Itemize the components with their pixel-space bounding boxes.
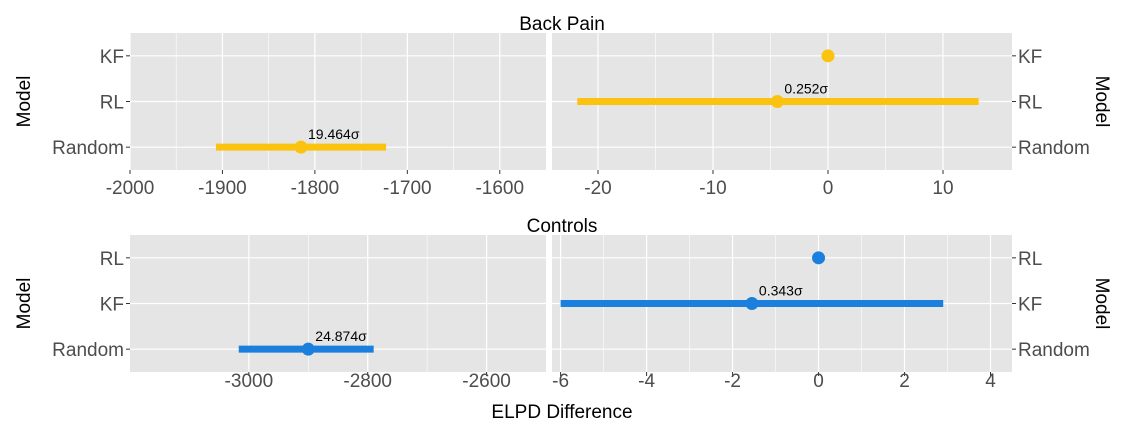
y-category-label: RL xyxy=(100,93,124,114)
y-category-label: Random xyxy=(1018,340,1090,361)
x-tick-label: 10 xyxy=(932,178,953,199)
point-rl xyxy=(812,251,826,265)
right-panel: -20 -10 0 10 0.252σ xyxy=(552,33,1012,199)
x-tick-label: 4 xyxy=(985,371,996,392)
point-rl xyxy=(770,95,784,108)
x-tick-label: -2000 xyxy=(106,178,155,199)
y-category-label: RL xyxy=(100,249,124,270)
y-category-label: Random xyxy=(1018,138,1090,159)
controls-chart: Controls -3000 -2800 -2600 24.874σ -6 -4 -2 0 2 4 0… xyxy=(14,216,1112,392)
y-category-label: KF xyxy=(1018,295,1042,316)
right-panel: -6 -4 -2 0 2 4 0.343σ xyxy=(552,235,1012,392)
y-axis-label-left: Model xyxy=(14,278,35,330)
y-axis-label-right: Model xyxy=(1091,278,1112,330)
left-panel: -3000 -2800 -2600 24.874σ xyxy=(130,235,546,392)
x-tick-label: -4 xyxy=(638,371,655,392)
point-label-kf: 0.343σ xyxy=(759,283,803,299)
x-tick-label: -10 xyxy=(699,178,726,199)
chart-title: Back Pain xyxy=(519,14,605,35)
x-tick-label: -3000 xyxy=(225,371,274,392)
x-tick-label: -1800 xyxy=(291,178,340,199)
x-tick-label: -1600 xyxy=(475,178,524,199)
x-tick-label: -6 xyxy=(552,371,569,392)
y-category-label: KF xyxy=(100,47,124,68)
left-panel: -2000 -1900 -1800 -1700 -1600 19.464σ xyxy=(106,33,546,199)
chart-title: Controls xyxy=(527,216,598,237)
point-random xyxy=(294,140,308,154)
y-axis-label-right: Model xyxy=(1091,76,1112,128)
y-category-label: RL xyxy=(1018,249,1042,270)
y-category-label: Random xyxy=(52,138,124,159)
y-category-label: RL xyxy=(1018,93,1042,114)
x-tick-label: -2800 xyxy=(343,371,392,392)
x-tick-label: -20 xyxy=(584,178,611,199)
y-category-label: Random xyxy=(52,340,124,361)
x-axis-label: ELPD Difference xyxy=(491,402,632,423)
y-axis-label-left: Model xyxy=(14,76,35,128)
y-category-label: KF xyxy=(100,295,124,316)
x-tick-label: 0 xyxy=(813,371,824,392)
point-label-random: 19.464σ xyxy=(308,126,360,142)
x-tick-label: -1900 xyxy=(198,178,247,199)
point-label-random: 24.874σ xyxy=(315,328,367,344)
point-random xyxy=(301,342,315,356)
x-tick-label: -2 xyxy=(724,371,741,392)
x-tick-label: -1700 xyxy=(383,178,432,199)
point-kf xyxy=(821,49,835,63)
y-category-label: KF xyxy=(1018,47,1042,68)
point-kf xyxy=(745,297,759,310)
back-pain-chart: Back Pain -2000 -1900 -1800 -1700 -1600 19.464… xyxy=(14,14,1112,199)
point-label-rl: 0.252σ xyxy=(784,81,828,97)
x-tick-label: 0 xyxy=(823,178,834,199)
x-tick-label: -2600 xyxy=(462,371,511,392)
x-tick-label: 2 xyxy=(899,371,910,392)
